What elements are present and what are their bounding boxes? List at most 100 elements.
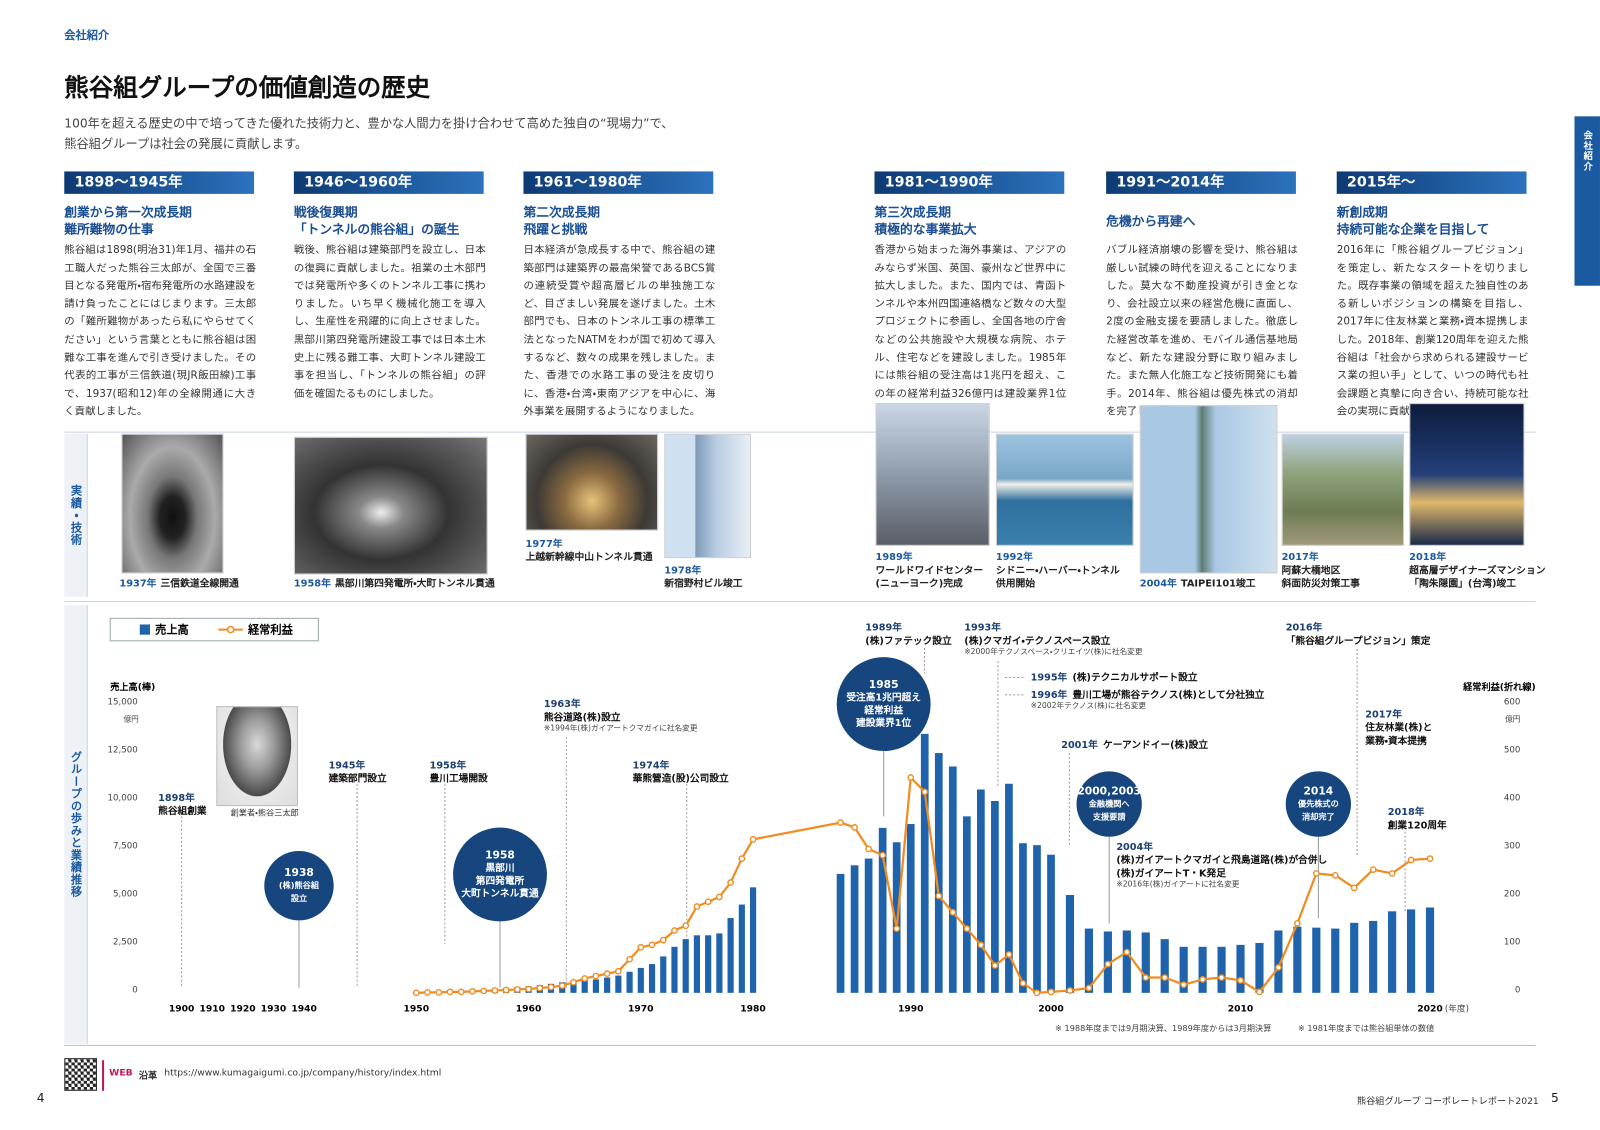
line-marker — [879, 851, 887, 859]
line-marker — [424, 989, 431, 996]
photo-year: 2004年 — [1139, 578, 1177, 590]
x-tick-label: 1950 — [404, 1004, 430, 1015]
era-column: 1946〜1960年 戦後復興期 「トンネルの熊谷組」の誕生 戦後、熊谷組は建築部門を… — [293, 171, 488, 403]
event-year: 1958年 — [430, 758, 467, 771]
event-year: 2017年 — [1365, 707, 1402, 720]
photo-year: 1937年 — [119, 578, 157, 590]
milestone-text: 経常利益 — [863, 703, 903, 716]
qr-code — [64, 1058, 97, 1091]
era-heading-line: 積極的な事業拡大 — [874, 221, 977, 237]
photo-caption: 1989年 ワールドワイドセンター (ニューヨーク)完成 — [876, 551, 984, 591]
milestone-circle — [1076, 771, 1142, 837]
bar — [637, 967, 644, 993]
bar — [570, 981, 577, 993]
x-tick-label: 1940 — [291, 1004, 317, 1015]
line-marker — [491, 987, 499, 994]
milestone-text: 2000,2003 — [1077, 784, 1141, 797]
line-marker — [457, 988, 465, 996]
bar — [705, 935, 712, 993]
page-title: 熊谷組グループの価値創造の歴史 — [64, 73, 431, 103]
bar — [836, 873, 845, 993]
era-body: 戦後、熊谷組は建築部門を設立し、日本の復興に貢献しました。祖業の土木部門では発電… — [293, 244, 486, 400]
line-marker — [921, 788, 929, 796]
era-period: 1991〜2014年 — [1106, 171, 1296, 194]
x-tick-label: 1980 — [740, 1004, 766, 1015]
bar — [1350, 922, 1359, 993]
url[interactable]: https://www.kumagaigumi.co.jp/company/hi… — [164, 1068, 442, 1079]
bar — [934, 753, 943, 993]
line-marker — [1085, 984, 1093, 992]
bar — [671, 946, 678, 993]
bar — [749, 887, 757, 993]
y-tick-label: 15,000 — [107, 698, 137, 708]
bar — [1047, 854, 1055, 993]
photo — [293, 436, 488, 575]
line-marker — [1237, 977, 1244, 984]
photo-caption: 2004年 TAIPEI101竣工 — [1140, 578, 1256, 591]
line-marker — [1293, 919, 1301, 927]
line-marker — [693, 903, 701, 910]
line-marker — [1066, 987, 1074, 994]
event-year: 1993年 — [964, 621, 1001, 634]
photo-year: 1989年 — [875, 552, 913, 564]
bar — [1179, 946, 1188, 993]
era-heading-line: 第二次成長期 — [523, 204, 601, 220]
era-heading-line: 「トンネルの熊谷組」の誕生 — [293, 221, 460, 237]
line-marker — [435, 989, 443, 996]
photo — [995, 433, 1134, 546]
event-note: ※1994年(株)ガイアートクマガイに社名変更 — [544, 723, 698, 733]
line-marker — [893, 925, 901, 932]
bar — [1122, 930, 1131, 993]
era-body: 2016年に「熊谷組グループビジョン」を策定し、新たなスタートを切りました。既存… — [1336, 244, 1529, 418]
era-body: 日本経済が急成長する中で、熊谷組の建築部門は建築界の最高栄誉であるBCS賞の連続… — [523, 244, 716, 418]
era-heading-line: 第三次成長期 — [874, 204, 952, 220]
era-heading: 創業から第一次成長期 難所難物の仕事 — [64, 203, 254, 238]
bar — [626, 971, 633, 993]
era-heading: 第三次成長期 積極的な事業拡大 — [874, 203, 1064, 238]
photo-caption: 2018年 超高層デザイナーズマンション 「陶朱隠園」(台湾)竣工 — [1409, 551, 1545, 591]
line-marker — [446, 988, 454, 996]
event-text: 「熊谷組グループビジョン」策定 — [1286, 634, 1431, 647]
bar — [615, 975, 622, 993]
y2-tick-label: 0 — [1515, 985, 1521, 995]
line-marker — [469, 988, 476, 995]
bar — [1236, 944, 1245, 993]
legend-label: 売上高 — [155, 623, 189, 637]
milestone-text: 2014 — [1303, 784, 1333, 797]
bar — [1255, 942, 1264, 993]
line-marker — [525, 985, 532, 993]
line-marker — [626, 955, 633, 963]
line-marker — [603, 970, 611, 978]
event-text: 熊谷組創業 — [158, 804, 207, 817]
line-marker — [581, 975, 589, 982]
photo-caption: 1958年 黒部川第四発電所・大町トンネル貫通 — [294, 578, 495, 591]
legend-box — [109, 617, 319, 642]
milestone-circle — [264, 851, 334, 921]
photo-caption-line: 「陶朱隠園」(台湾)竣工 — [1409, 578, 1517, 590]
event-year: 1963年 — [544, 697, 581, 710]
event-year: 1974年 — [633, 758, 670, 771]
line-marker — [704, 898, 712, 906]
event-year: 1945年 — [329, 758, 366, 771]
photo-caption-line: 新宿野村ビル竣工 — [664, 578, 743, 590]
section-label: 会社紹介 — [64, 28, 110, 42]
lead-line: 熊谷組グループは社会の発展に貢献します。 — [64, 136, 308, 152]
event-text: 住友林業(株)と — [1364, 721, 1432, 734]
line-marker — [1142, 974, 1150, 981]
y2-tick-label: 100 — [1504, 937, 1521, 947]
event-text: (株)テクニカルサポート設立 — [1072, 671, 1197, 684]
event-text: (株)ガイアートT・K発足 — [1116, 866, 1226, 879]
event-text: 熊谷道路(株)設立 — [544, 710, 621, 723]
divider — [64, 601, 1536, 603]
era-heading: 新創成期 持続可能な企業を目指して — [1337, 203, 1527, 238]
bar — [920, 733, 929, 993]
line-marker — [1104, 960, 1112, 968]
divider — [64, 431, 1536, 433]
y-tick-label: 10,000 — [107, 793, 137, 803]
event-text: 豊川工場が熊谷テクノス(株)として分社独立 — [1072, 688, 1264, 701]
bar — [1293, 926, 1302, 993]
line-marker — [727, 879, 734, 886]
milestone-text: 1985 — [869, 678, 899, 691]
bar — [1084, 928, 1093, 993]
